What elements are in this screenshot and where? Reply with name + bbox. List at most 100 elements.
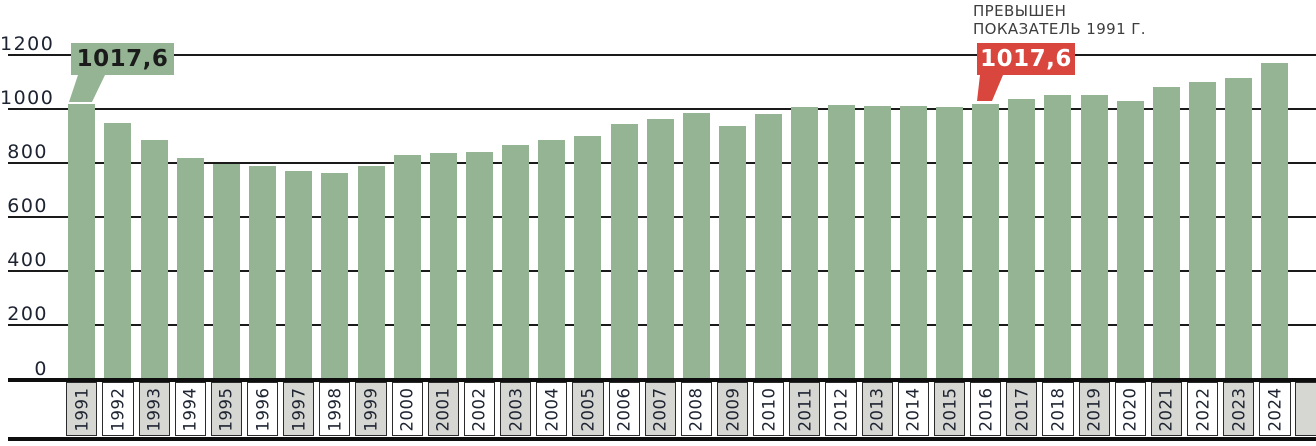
x-tick-label: 2015 — [940, 387, 959, 431]
x-tick-label: 1995 — [216, 387, 236, 431]
x-tick-1991: 1991 — [66, 382, 98, 436]
x-tick-1992: 1992 — [102, 382, 134, 436]
x-tick-2003: 2003 — [500, 382, 532, 436]
callout-1991: 1017,6 — [71, 43, 174, 75]
bar-1991 — [68, 104, 96, 380]
x-tick-label: 2021 — [1156, 387, 1176, 431]
callout-2016: 1017,6 — [977, 43, 1075, 75]
x-tick-label: 1994 — [180, 387, 200, 431]
record-note-line1: ПРЕВЫШЕН — [973, 2, 1067, 20]
callout-2016-tail-icon — [977, 74, 1003, 101]
x-tick-label: 2000 — [397, 387, 417, 431]
bar-1992 — [104, 122, 132, 380]
x-tick-label: 2004 — [542, 387, 562, 431]
x-tick-label: 2024 — [1265, 387, 1285, 431]
bar-2024 — [1261, 63, 1289, 380]
bar-1997 — [285, 170, 313, 380]
x-tick-label: 2013 — [867, 387, 887, 431]
x-tick-1996: 1996 — [246, 382, 279, 436]
x-tick-label: 2001 — [433, 387, 453, 431]
x-tick-1999: 1999 — [355, 382, 387, 436]
x-tick-1995: 1995 — [210, 382, 242, 436]
x-tick-2013: 2013 — [861, 382, 893, 436]
x-tick-2009: 2009 — [716, 382, 749, 436]
y-tick-label-0: 0 — [34, 357, 48, 380]
x-tick-label: 2017 — [1012, 387, 1032, 431]
x-tick-2007: 2007 — [644, 382, 676, 436]
x-tick-2002: 2002 — [463, 382, 496, 436]
x-tick-2005: 2005 — [572, 382, 604, 436]
x-tick-label: 2012 — [831, 387, 851, 431]
bar-2011 — [791, 107, 819, 380]
callout-2016-value: 1017,6 — [980, 46, 1072, 72]
bar-2004 — [538, 139, 566, 380]
x-tick-label: 2016 — [976, 387, 996, 431]
x-tick-label: 2014 — [903, 387, 923, 431]
bar-2003 — [502, 145, 530, 380]
bar-2013 — [863, 106, 891, 380]
y-tick-label-200: 200 — [7, 303, 48, 326]
x-tick-label: 1993 — [144, 387, 164, 431]
x-tick-1994: 1994 — [174, 382, 206, 436]
gridline-1200 — [8, 54, 1316, 57]
bar-2018 — [1044, 95, 1072, 380]
x-tick-label: 2019 — [1084, 387, 1104, 431]
bar-1995 — [212, 163, 240, 380]
bar-2014 — [899, 105, 927, 380]
x-axis-baseline — [8, 378, 1316, 382]
callout-1991-tail-icon — [69, 74, 105, 102]
x-tick-2001: 2001 — [427, 382, 459, 436]
bar-1999 — [357, 166, 385, 380]
bar-2021 — [1152, 86, 1180, 380]
x-tick-2015: 2015 — [933, 382, 966, 436]
bar-2019 — [1080, 95, 1108, 380]
x-tick-label: 2006 — [614, 387, 634, 431]
x-tick-2022: 2022 — [1187, 382, 1219, 436]
bar-2017 — [1008, 99, 1036, 380]
bar-2008 — [682, 113, 710, 380]
x-tick-label: 2009 — [723, 387, 743, 431]
x-tick-label: 2002 — [469, 387, 489, 431]
bar-2001 — [429, 153, 457, 380]
x-axis-band-bottom-line — [8, 437, 1316, 441]
x-tick-label: 2003 — [506, 387, 526, 431]
x-tick-2008: 2008 — [680, 382, 713, 436]
x-tick-2012: 2012 — [825, 382, 857, 436]
x-tick-label: 1997 — [289, 387, 309, 431]
x-tick-2017: 2017 — [1006, 382, 1038, 436]
y-tick-label-600: 600 — [7, 195, 48, 218]
bar-2012 — [827, 105, 855, 380]
x-tick-stub — [1295, 382, 1316, 436]
y-tick-label-400: 400 — [7, 249, 48, 272]
x-tick-1998: 1998 — [319, 382, 351, 436]
x-tick-label: 2020 — [1120, 387, 1140, 431]
x-tick-2000: 2000 — [391, 382, 423, 436]
bar-2015 — [936, 107, 964, 380]
callout-1991-value: 1017,6 — [76, 46, 169, 72]
x-tick-2019: 2019 — [1078, 382, 1110, 436]
bar-2010 — [755, 114, 783, 380]
bar-2023 — [1225, 78, 1253, 380]
x-tick-2016: 2016 — [970, 382, 1002, 436]
bar-2009 — [719, 125, 747, 380]
bar-2020 — [1116, 101, 1144, 380]
y-tick-label-800: 800 — [7, 141, 48, 164]
x-tick-2010: 2010 — [753, 382, 785, 436]
bar-2007 — [646, 119, 674, 380]
gridline-1000 — [8, 108, 1316, 111]
x-tick-1997: 1997 — [283, 382, 315, 436]
x-tick-label: 2018 — [1048, 387, 1068, 431]
bar-1993 — [140, 140, 168, 380]
x-tick-label: 1998 — [325, 387, 345, 431]
x-tick-label: 2022 — [1193, 387, 1213, 431]
x-tick-label: 2010 — [759, 387, 779, 431]
x-tick-label: 2008 — [686, 387, 706, 431]
bar-1998 — [321, 172, 349, 380]
bar-2022 — [1189, 82, 1217, 380]
bar-2006 — [610, 124, 638, 380]
x-tick-label: 2005 — [578, 387, 598, 431]
x-tick-2023: 2023 — [1223, 382, 1255, 436]
x-tick-2004: 2004 — [536, 382, 568, 436]
bar-2016 — [972, 104, 1000, 380]
